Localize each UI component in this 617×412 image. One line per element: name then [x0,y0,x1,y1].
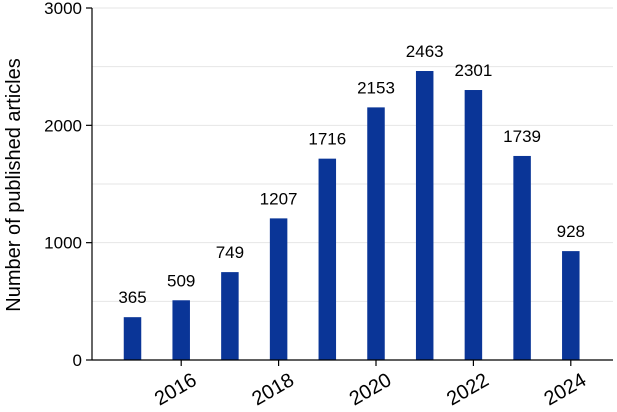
bars [123,71,580,361]
bar-2017 [221,272,239,360]
y-axis-label: Number of published articles [3,58,25,311]
x-tick-label-2018: 2018 [248,369,298,410]
data-label-2018: 1207 [260,189,298,208]
y-tick-label-2000: 2000 [44,116,82,135]
data-label-2024: 928 [557,222,585,241]
data-label-2023: 1739 [503,127,541,146]
bar-2016 [172,300,190,360]
bar-2018 [269,218,288,360]
data-label-2017: 749 [216,243,244,262]
x-tick-label-2024: 2024 [541,369,591,410]
y-axis-ticks: 0 1000 2000 3000 [44,0,92,370]
x-axis-ticks: 2016 2018 2020 2022 2024 [151,360,590,410]
bar-2021 [415,71,434,361]
bar-2015 [123,317,142,360]
data-label-2022: 2301 [454,61,492,80]
x-tick-label-2020: 2020 [346,369,396,410]
bar-2024 [562,251,580,360]
y-tick-label-1000: 1000 [44,234,82,253]
bar-2019 [318,158,337,360]
data-labels: 365 509 749 1207 1716 2153 2463 2301 1739 928 [118,42,585,307]
bar-2022 [464,90,483,361]
data-label-2019: 1716 [308,130,346,149]
data-label-2021: 2463 [406,42,444,61]
data-label-2015: 365 [118,288,146,307]
x-tick-label-2016: 2016 [151,369,201,410]
gridlines [92,7,613,302]
data-label-2016: 509 [167,271,195,290]
y-tick-label-3000: 3000 [44,0,82,18]
bar-2020 [367,107,385,360]
data-label-2020: 2153 [357,78,395,97]
bar-2023 [513,155,531,360]
x-tick-label-2022: 2022 [443,369,493,410]
y-tick-label-0: 0 [73,351,82,370]
